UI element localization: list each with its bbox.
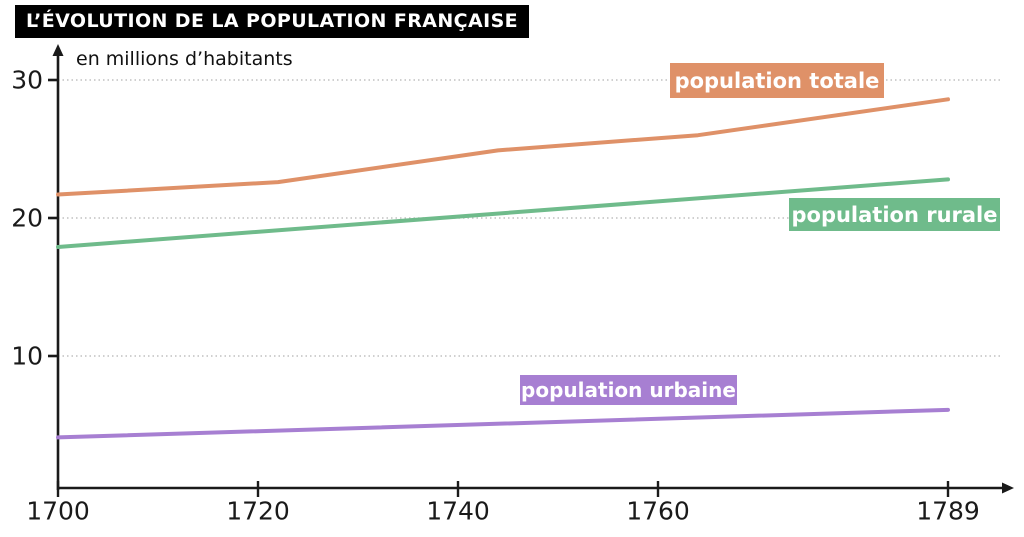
- y-tick-label: 20: [11, 204, 43, 233]
- line-population-totale: [56, 97, 950, 197]
- series-label-population-urbaine: population urbaine: [520, 375, 737, 405]
- y-axis-unit-label: en millions d’habitants: [76, 48, 293, 70]
- x-tick-label: 1700: [26, 496, 90, 525]
- y-tick-label: 10: [11, 342, 43, 371]
- y-tick-label: 30: [11, 66, 43, 95]
- series-label-population-rurale: population rurale: [789, 198, 1000, 231]
- x-tick-label: 1789: [916, 496, 980, 525]
- x-tick-label: 1760: [626, 496, 690, 525]
- x-tick-label: 1720: [226, 496, 290, 525]
- chart-title: L’ÉVOLUTION DE LA POPULATION FRANÇAISE: [15, 5, 530, 38]
- x-tick-label: 1740: [426, 496, 490, 525]
- line-population-rurale: [56, 177, 950, 249]
- y-axis-arrow-icon: [52, 44, 64, 56]
- line-population-urbaine: [56, 407, 950, 440]
- series-label-population-totale: population totale: [670, 63, 884, 98]
- x-axis-arrow-icon: [1002, 482, 1014, 494]
